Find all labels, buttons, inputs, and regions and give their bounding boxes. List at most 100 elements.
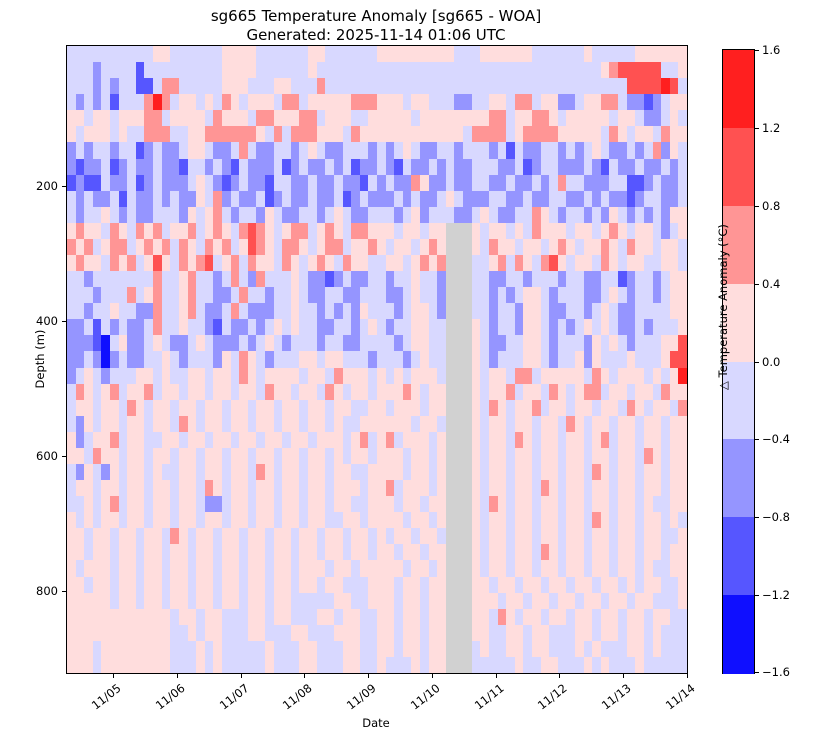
heatmap-cell xyxy=(84,447,93,464)
heatmap-cell xyxy=(428,640,438,657)
heatmap-cell xyxy=(282,640,291,657)
heatmap-cell xyxy=(669,415,679,432)
heatmap-cell xyxy=(170,656,179,673)
heatmap-cell xyxy=(110,528,119,545)
heatmap-cell xyxy=(127,62,136,79)
heatmap-cell xyxy=(471,560,481,577)
heatmap-cell xyxy=(480,656,489,673)
heatmap-cell xyxy=(239,94,248,111)
heatmap-cell xyxy=(661,656,670,673)
heatmap-cell xyxy=(204,399,214,416)
heatmap-cell xyxy=(609,447,619,464)
heatmap-cell xyxy=(420,319,429,336)
heatmap-cell xyxy=(368,640,377,657)
heatmap-cell xyxy=(669,190,679,207)
heatmap-cell xyxy=(437,624,446,641)
heatmap-cell xyxy=(101,576,111,593)
heatmap-cell xyxy=(376,206,386,223)
heatmap-cell xyxy=(101,190,111,207)
heatmap-cell xyxy=(394,512,403,529)
heatmap-cell xyxy=(368,447,377,464)
heatmap-cell xyxy=(566,512,576,529)
heatmap-cell xyxy=(583,126,593,143)
heatmap-cell xyxy=(678,78,687,95)
heatmap-cell xyxy=(153,640,162,657)
heatmap-cell xyxy=(471,255,481,272)
heatmap-cell xyxy=(463,560,472,577)
heatmap-cell xyxy=(609,528,619,545)
heatmap-cell xyxy=(101,399,111,416)
heatmap-cell xyxy=(669,480,679,497)
heatmap-cell xyxy=(342,624,352,641)
heatmap-cell xyxy=(531,544,541,561)
heatmap-cell xyxy=(265,94,274,111)
heatmap-cell xyxy=(75,110,85,127)
heatmap-cell xyxy=(394,94,403,111)
heatmap-cell xyxy=(92,158,102,175)
heatmap-cell xyxy=(549,126,558,143)
heatmap-cell xyxy=(325,255,334,272)
heatmap-cell xyxy=(368,142,377,159)
heatmap-cell xyxy=(67,496,76,513)
heatmap-cell xyxy=(265,464,274,481)
heatmap-cell xyxy=(463,576,472,593)
heatmap-cell xyxy=(583,46,593,63)
heatmap-cell xyxy=(575,512,584,529)
heatmap-cell xyxy=(575,271,584,288)
heatmap-cell xyxy=(92,222,102,239)
heatmap-cell xyxy=(359,560,369,577)
heatmap-cell xyxy=(411,431,421,448)
heatmap-cell xyxy=(247,94,257,111)
heatmap-cell xyxy=(575,46,584,63)
heatmap-cell xyxy=(626,656,636,673)
heatmap-cell xyxy=(618,592,627,609)
heatmap-cell xyxy=(101,415,111,432)
heatmap-cell xyxy=(661,255,670,272)
heatmap-cell xyxy=(75,431,85,448)
colorbar-tick-label: 1.6 xyxy=(762,43,781,57)
heatmap-cell xyxy=(652,158,662,175)
heatmap-cell xyxy=(618,206,627,223)
heatmap-cell xyxy=(144,431,154,448)
heatmap-cell xyxy=(196,496,205,513)
heatmap-cell xyxy=(256,174,266,191)
heatmap-cell xyxy=(463,608,472,625)
heatmap-cell xyxy=(652,608,662,625)
heatmap-cell xyxy=(575,238,584,255)
heatmap-cell xyxy=(290,174,300,191)
heatmap-cell xyxy=(196,656,205,673)
heatmap-cell xyxy=(531,528,541,545)
heatmap-cell xyxy=(273,544,283,561)
heatmap-cell xyxy=(161,496,171,513)
heatmap-cell xyxy=(480,431,489,448)
heatmap-cell xyxy=(204,512,214,529)
heatmap-cell xyxy=(135,94,145,111)
heatmap-cell xyxy=(273,560,283,577)
heatmap-cell xyxy=(342,640,352,657)
heatmap-cell xyxy=(394,255,403,272)
heatmap-cell xyxy=(325,367,334,384)
heatmap-cell xyxy=(213,624,222,641)
heatmap-cell xyxy=(445,528,455,545)
heatmap-cell xyxy=(514,592,524,609)
heatmap-cell xyxy=(325,480,334,497)
heatmap-cell xyxy=(661,190,670,207)
heatmap-cell xyxy=(626,126,636,143)
heatmap-cell xyxy=(239,640,248,657)
heatmap-cell xyxy=(600,415,610,432)
heatmap-cell xyxy=(471,367,481,384)
heatmap-cell xyxy=(204,174,214,191)
heatmap-cell xyxy=(376,431,386,448)
heatmap-cell xyxy=(118,335,128,352)
heatmap-cell xyxy=(144,656,154,673)
heatmap-cell xyxy=(230,335,240,352)
heatmap-cell xyxy=(290,592,300,609)
heatmap-cell xyxy=(351,255,360,272)
heatmap-cell xyxy=(221,383,231,400)
heatmap-cell xyxy=(153,367,162,384)
heatmap-cell xyxy=(265,351,274,368)
heatmap-cell xyxy=(273,222,283,239)
heatmap-cell xyxy=(557,431,567,448)
heatmap-cell xyxy=(342,383,352,400)
heatmap-cell xyxy=(540,464,550,481)
